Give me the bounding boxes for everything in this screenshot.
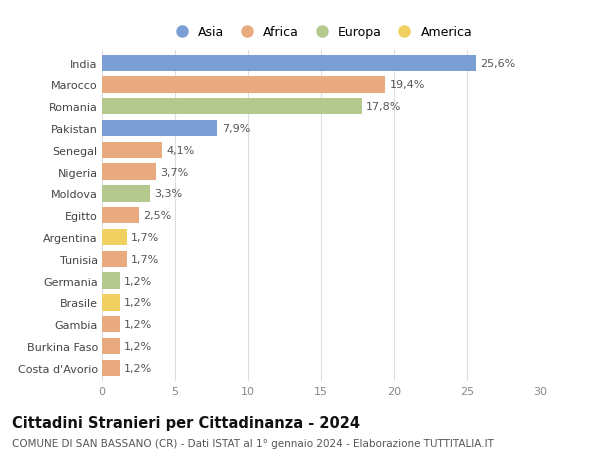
Text: 1,7%: 1,7% [131,232,160,242]
Bar [102,186,150,202]
Text: 1,2%: 1,2% [124,341,152,351]
Text: 3,3%: 3,3% [155,189,182,199]
Text: 17,8%: 17,8% [366,102,401,112]
Text: 2,5%: 2,5% [143,211,171,221]
Text: 1,7%: 1,7% [131,254,160,264]
Bar [102,295,119,311]
Bar [102,360,119,376]
Bar [102,230,127,246]
Text: 25,6%: 25,6% [480,59,515,68]
Bar [102,273,119,289]
Bar [102,316,119,333]
Bar [102,164,156,180]
Text: 1,2%: 1,2% [124,363,152,373]
Bar [102,142,162,159]
Text: 1,2%: 1,2% [124,298,152,308]
Bar [102,121,217,137]
Bar [102,251,127,267]
Text: 4,1%: 4,1% [166,146,194,156]
Text: 19,4%: 19,4% [389,80,425,90]
Text: 7,9%: 7,9% [222,124,250,134]
Bar [102,77,385,94]
Bar [102,99,362,115]
Text: COMUNE DI SAN BASSANO (CR) - Dati ISTAT al 1° gennaio 2024 - Elaborazione TUTTIT: COMUNE DI SAN BASSANO (CR) - Dati ISTAT … [12,438,494,448]
Bar [102,56,476,72]
Text: 3,7%: 3,7% [160,167,188,177]
Text: 1,2%: 1,2% [124,276,152,286]
Legend: Asia, Africa, Europa, America: Asia, Africa, Europa, America [167,24,475,42]
Text: 1,2%: 1,2% [124,319,152,330]
Text: Cittadini Stranieri per Cittadinanza - 2024: Cittadini Stranieri per Cittadinanza - 2… [12,415,360,431]
Bar [102,207,139,224]
Bar [102,338,119,354]
